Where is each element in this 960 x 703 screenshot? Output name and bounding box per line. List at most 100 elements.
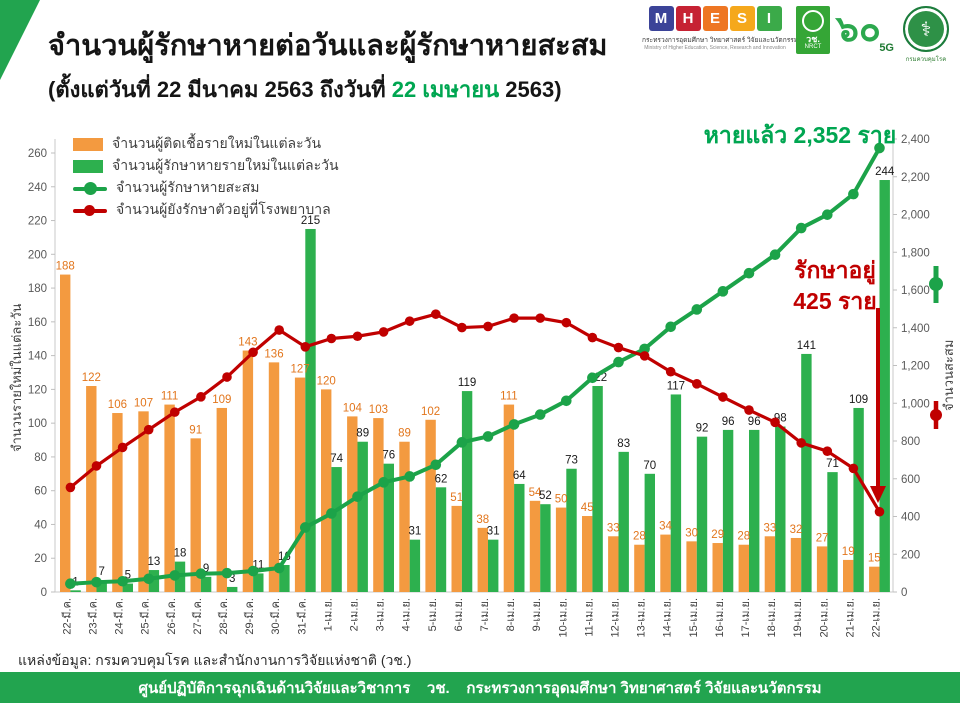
right-axis-tick-label: 200 xyxy=(901,549,920,561)
bar-value-label: 33 xyxy=(764,522,777,534)
bar-value-label: 73 xyxy=(565,455,578,467)
mhesi-caption-th: กระทรวงการอุดมศึกษา วิทยาศาสตร์ วิจัยและ… xyxy=(642,37,799,44)
line-marker xyxy=(665,321,676,333)
bar-daily-recovered xyxy=(461,391,473,592)
line-marker xyxy=(248,347,258,358)
line-marker xyxy=(848,188,859,200)
left-axis-tick-label: 0 xyxy=(41,587,47,599)
footer-banner: ศูนย์ปฏิบัติการฉุกเฉินด้านวิจัยและวิชากา… xyxy=(0,672,960,703)
bar-value-label: 5 xyxy=(125,570,131,582)
bar-daily-recovered xyxy=(357,441,368,592)
bar-daily-recovered xyxy=(775,426,786,592)
right-axis-tick-label: 1,400 xyxy=(901,323,930,335)
line-in-hospital xyxy=(69,312,881,513)
line-marker xyxy=(482,431,494,442)
right-axis-tick-label: 1,600 xyxy=(901,285,930,297)
line-marker xyxy=(509,313,519,323)
bar-value-label: 188 xyxy=(56,261,75,273)
bar-daily-new-cases xyxy=(451,505,462,592)
bar-daily-recovered xyxy=(331,467,342,592)
date-label: 24-มี.ค. xyxy=(113,598,126,635)
line-marker xyxy=(222,372,232,382)
bar-value-label: 32 xyxy=(790,524,803,536)
date-label: 22-เม.ย. xyxy=(871,598,883,637)
date-label: 3-เม.ย. xyxy=(375,598,387,631)
bar-value-label: 96 xyxy=(748,416,761,428)
bar-value-label: 31 xyxy=(409,526,422,538)
left-axis-title: จำนวนรายใหม่ในแต่ละวัน xyxy=(9,303,24,453)
bar-value-label: 109 xyxy=(849,394,868,406)
bar-daily-new-cases xyxy=(764,536,776,592)
red-line-marker-icon xyxy=(73,204,107,217)
date-label: 6-เม.ย. xyxy=(453,598,465,631)
date-label: 13-เม.ย. xyxy=(636,598,648,637)
line-marker xyxy=(65,482,76,493)
bar-daily-recovered xyxy=(148,570,160,592)
bar-daily-recovered xyxy=(618,451,629,592)
date-label: 19-เม.ย. xyxy=(792,598,804,637)
bar-value-label: 51 xyxy=(450,492,463,504)
bar-value-label: 141 xyxy=(797,340,816,352)
bar-value-label: 103 xyxy=(369,404,388,416)
nrct-abbr-en: NRCT xyxy=(804,43,822,50)
line-marker xyxy=(247,565,259,577)
line-marker xyxy=(796,438,806,448)
bar-value-label: 70 xyxy=(643,460,656,472)
date-label: 11-เม.ย. xyxy=(583,598,595,637)
logo-ddc: ⚕ กรมควบคุมโรค xyxy=(900,6,952,64)
bar-daily-new-cases xyxy=(138,411,149,592)
legend-item-new-cases: จำนวนผู้ติดเชื้อรายใหม่ในแต่ละวัน xyxy=(73,133,339,155)
bar-daily-recovered xyxy=(200,576,212,592)
line-marker xyxy=(744,405,754,415)
bar-daily-new-cases xyxy=(660,534,671,592)
date-label: 2-เม.ย. xyxy=(349,598,361,631)
bar-daily-new-cases xyxy=(216,407,227,592)
bar-daily-new-cases xyxy=(555,507,567,592)
right-axis-title: จำนวนสะสม xyxy=(941,339,956,411)
date-label: 31-มี.ค. xyxy=(295,598,308,635)
right-axis-tick-label: 1,200 xyxy=(901,361,930,373)
bar-value-label: 89 xyxy=(398,428,411,440)
line-marker xyxy=(326,333,337,344)
bar-daily-recovered xyxy=(253,573,264,592)
subtitle-suffix: 2563) xyxy=(499,77,562,102)
date-label: 20-เม.ย. xyxy=(818,598,830,637)
line-marker xyxy=(613,356,624,368)
bar-daily-new-cases xyxy=(112,413,123,592)
line-marker xyxy=(874,142,885,154)
line-marker xyxy=(561,317,572,328)
bar-value-label: 244 xyxy=(875,166,895,178)
date-label: 27-มี.ค. xyxy=(191,598,204,635)
bar-value-label: 111 xyxy=(161,391,178,403)
date-label: 30-มี.ค. xyxy=(269,598,282,635)
annotation-in-hospital-line1: รักษาอยู่ xyxy=(794,257,876,283)
bar-value-label: 50 xyxy=(555,494,568,506)
date-label: 15-เม.ย. xyxy=(688,598,700,637)
bar-value-label: 74 xyxy=(330,453,343,465)
bar-value-label: 19 xyxy=(842,546,855,558)
line-marker xyxy=(665,366,676,377)
line-marker xyxy=(221,567,233,579)
line-marker xyxy=(326,508,337,519)
bar-daily-new-cases xyxy=(164,404,175,592)
bar-daily-recovered xyxy=(305,228,316,592)
bar-daily-new-cases xyxy=(503,404,515,592)
bar-value-label: 136 xyxy=(264,348,283,360)
left-axis-tick-label: 40 xyxy=(34,519,47,531)
left-axis-tick-label: 220 xyxy=(28,216,47,228)
bar-daily-new-cases xyxy=(425,419,436,592)
subtitle-prefix: (ตั้งแต่วันที่ 22 มีนาคม 2563 ถึงวันที่ xyxy=(48,77,392,102)
annotation-recovered-total: หายแล้ว 2,352 ราย xyxy=(703,122,897,148)
bar-value-label: 3 xyxy=(229,573,235,585)
bar-daily-new-cases xyxy=(347,416,358,592)
bar-value-label: 27 xyxy=(816,532,829,544)
green-bar-swatch-icon xyxy=(73,159,103,173)
bar-value-label: 104 xyxy=(343,402,363,414)
mhesi-letter-i: I xyxy=(756,6,782,31)
line-marker xyxy=(143,424,154,435)
series-marker-green-icon xyxy=(929,277,943,291)
left-axis-tick-label: 100 xyxy=(28,418,47,430)
bar-daily-recovered xyxy=(749,429,760,592)
bar-daily-new-cases xyxy=(321,389,332,592)
